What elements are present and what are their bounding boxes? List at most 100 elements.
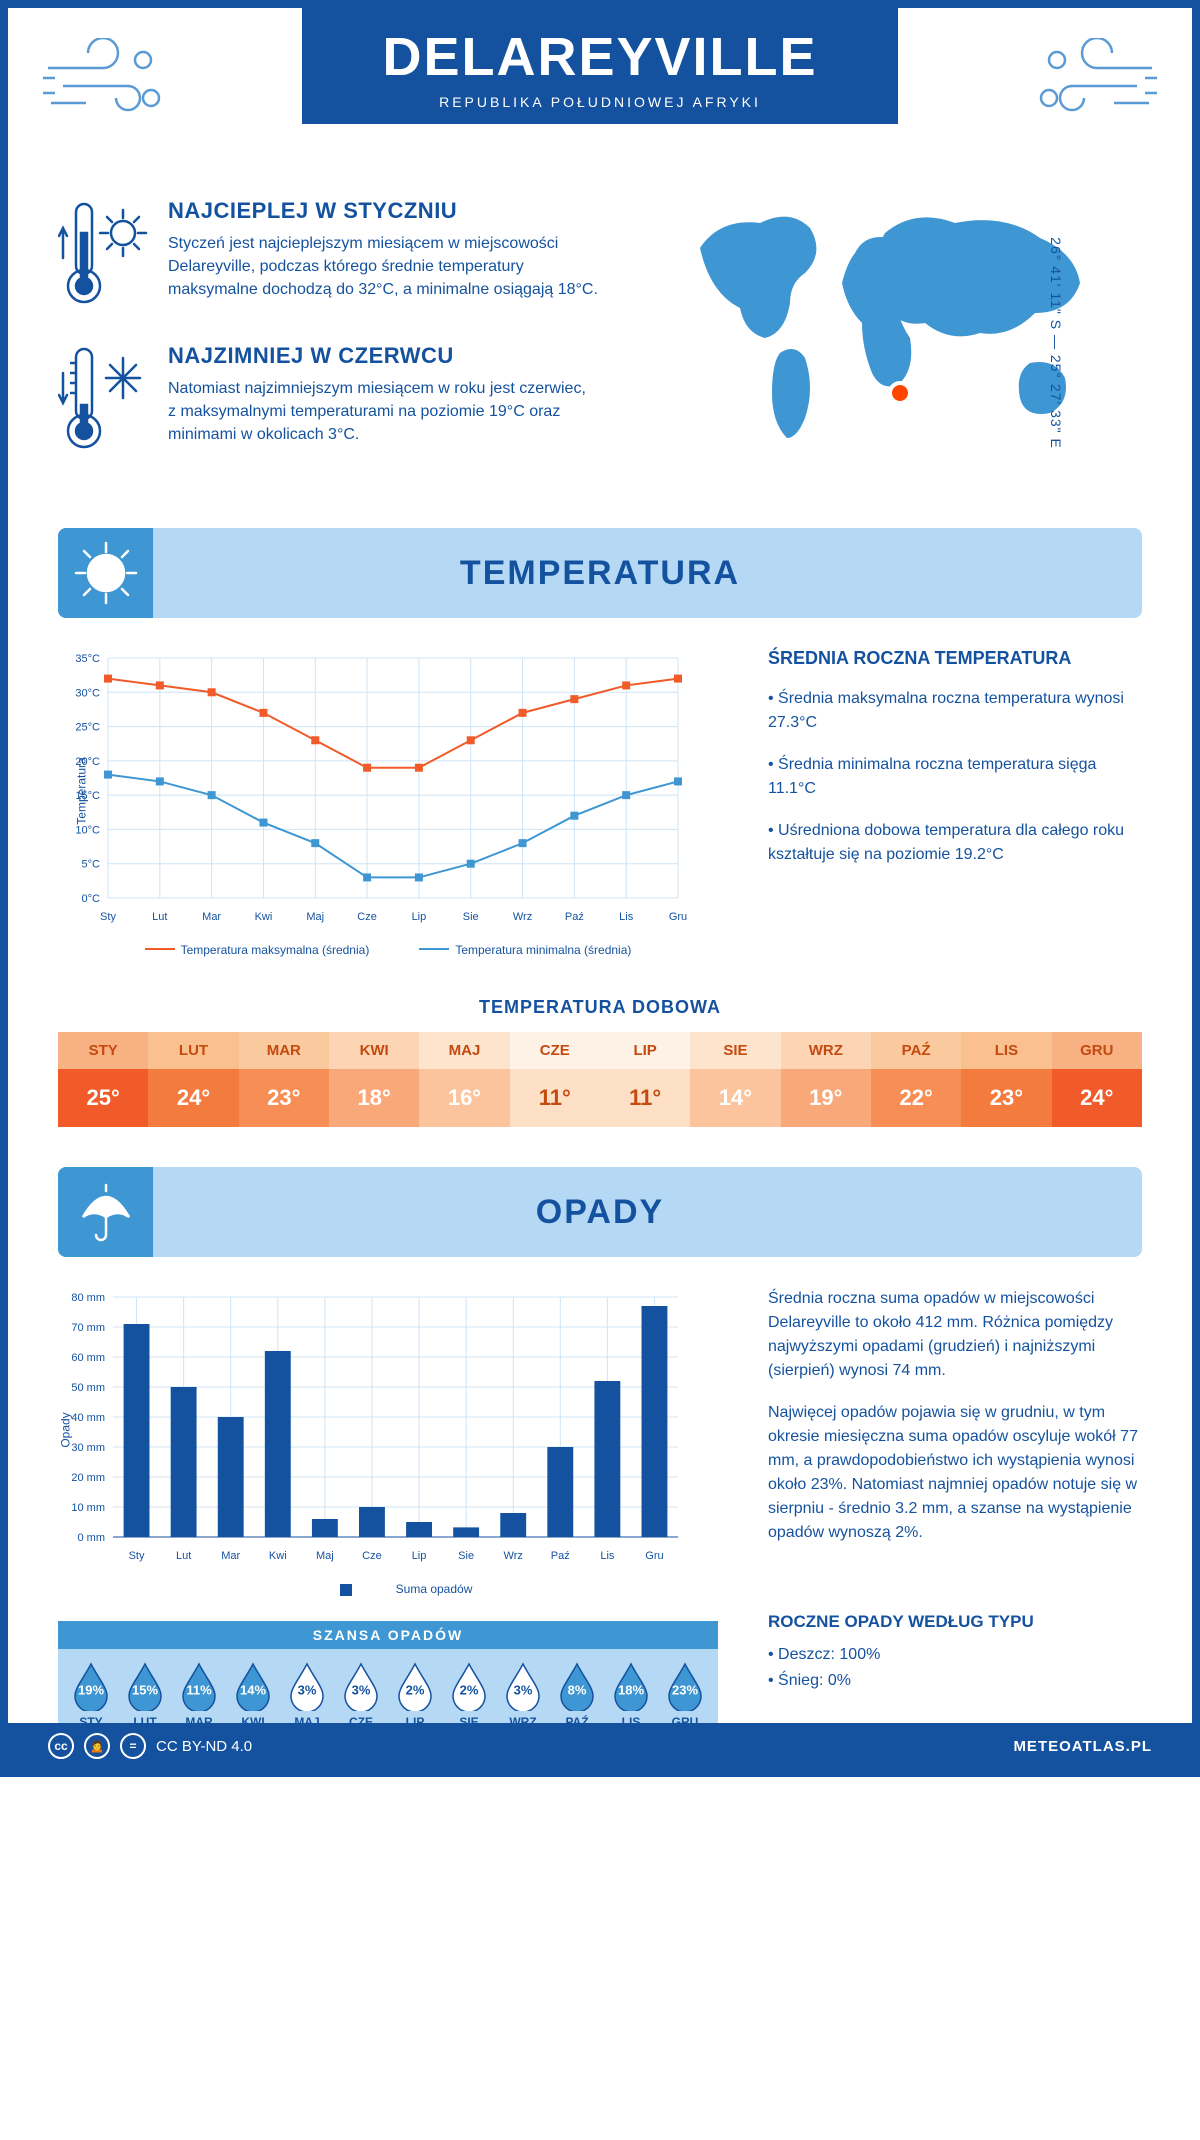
svg-text:20 mm: 20 mm: [71, 1472, 105, 1484]
chance-cell: 19% STY: [64, 1661, 118, 1729]
hot-fact-text: Styczeń jest najcieplejszym miesiącem w …: [168, 232, 598, 302]
wind-icon: [43, 38, 173, 133]
temp-summary-p3: • Uśredniona dobowa temperatura dla całe…: [768, 819, 1142, 867]
svg-text:Gru: Gru: [645, 1550, 663, 1562]
cold-fact-text: Natomiast najzimniejszym miesiącem w rok…: [168, 377, 598, 447]
hot-fact: NAJCIEPLEJ W STYCZNIU Styczeń jest najci…: [58, 198, 598, 313]
daily-cell: LIP11°: [600, 1032, 690, 1127]
nd-icon: =: [120, 1733, 146, 1759]
chance-cell: 3% MAJ: [280, 1661, 334, 1729]
page-title: DELAREYVILLE: [382, 26, 817, 88]
svg-text:Lut: Lut: [152, 911, 167, 923]
svg-text:Paź: Paź: [551, 1550, 570, 1562]
svg-text:Lip: Lip: [412, 911, 427, 923]
rain-p1: Średnia roczna suma opadów w miejscowośc…: [768, 1287, 1142, 1383]
svg-text:Kwi: Kwi: [255, 911, 273, 923]
svg-text:0°C: 0°C: [82, 893, 101, 905]
coordinates: 26° 41' 11" S — 25° 27' 33" E: [1048, 237, 1064, 449]
svg-text:70 mm: 70 mm: [71, 1322, 105, 1334]
svg-text:50 mm: 50 mm: [71, 1382, 105, 1394]
svg-text:0 mm: 0 mm: [78, 1532, 106, 1544]
svg-text:Sty: Sty: [100, 911, 116, 923]
svg-text:Sie: Sie: [458, 1550, 474, 1562]
chance-cell: 8% PAŹ: [550, 1661, 604, 1729]
daily-cell: STY25°: [58, 1032, 148, 1127]
legend-max: Temperatura maksymalna (średnia): [145, 943, 370, 957]
thermometer-cold-icon: [58, 343, 148, 458]
svg-text:10 mm: 10 mm: [71, 1502, 105, 1514]
thermometer-hot-icon: [58, 198, 148, 313]
svg-text:Sie: Sie: [463, 911, 479, 923]
temperature-heading: TEMPERATURA: [460, 554, 740, 593]
temperature-section-banner: TEMPERATURA: [58, 528, 1142, 618]
legend-min: Temperatura minimalna (średnia): [419, 943, 631, 957]
chance-cell: 2% LIP: [388, 1661, 442, 1729]
svg-text:35°C: 35°C: [75, 653, 100, 665]
svg-text:30 mm: 30 mm: [71, 1442, 105, 1454]
drop-icon: 3%: [287, 1661, 327, 1711]
svg-text:60 mm: 60 mm: [71, 1352, 105, 1364]
daily-cell: KWI18°: [329, 1032, 419, 1127]
cc-icon: cc: [48, 1733, 74, 1759]
svg-text:Maj: Maj: [306, 911, 324, 923]
daily-cell: MAJ16°: [419, 1032, 509, 1127]
by-icon: 🙍: [84, 1733, 110, 1759]
drop-icon: 18%: [611, 1661, 651, 1711]
rain-legend: Suma opadów: [58, 1582, 718, 1596]
temp-summary-p2: • Średnia minimalna roczna temperatura s…: [768, 753, 1142, 801]
license: cc 🙍 = CC BY-ND 4.0: [48, 1733, 252, 1759]
daily-cell: MAR23°: [239, 1032, 329, 1127]
drop-icon: 2%: [395, 1661, 435, 1711]
drop-icon: 2%: [449, 1661, 489, 1711]
rain-type-p2: • Śnieg: 0%: [768, 1668, 1142, 1694]
cold-fact-title: NAJZIMNIEJ W CZERWCU: [168, 343, 598, 369]
daily-cell: LUT24°: [148, 1032, 238, 1127]
header: DELAREYVILLE REPUBLIKA POŁUDNIOWEJ AFRYK…: [8, 8, 1192, 178]
temp-summary: ŚREDNIA ROCZNA TEMPERATURA • Średnia mak…: [768, 648, 1142, 957]
svg-text:25°C: 25°C: [75, 722, 100, 734]
daily-cell: LIS23°: [961, 1032, 1051, 1127]
daily-cell: WRZ19°: [781, 1032, 871, 1127]
wind-icon: [1027, 38, 1157, 133]
chance-cell: 11% MAR: [172, 1661, 226, 1729]
rain-type-p1: • Deszcz: 100%: [768, 1642, 1142, 1668]
drop-icon: 19%: [71, 1661, 111, 1711]
drop-icon: 15%: [125, 1661, 165, 1711]
svg-text:Wrz: Wrz: [504, 1550, 523, 1562]
daily-temp-table: STY25°LUT24°MAR23°KWI18°MAJ16°CZE11°LIP1…: [58, 1032, 1142, 1127]
svg-text:80 mm: 80 mm: [71, 1292, 105, 1304]
svg-text:10°C: 10°C: [75, 824, 100, 836]
drop-icon: 23%: [665, 1661, 705, 1711]
svg-text:Lis: Lis: [619, 911, 634, 923]
drop-icon: 14%: [233, 1661, 273, 1711]
temperature-line-chart: Temperatura 0°C5°C10°C15°C20°C25°C30°C35…: [58, 648, 718, 933]
svg-text:30°C: 30°C: [75, 687, 100, 699]
daily-cell: CZE11°: [510, 1032, 600, 1127]
svg-text:Gru: Gru: [669, 911, 687, 923]
temp-summary-title: ŚREDNIA ROCZNA TEMPERATURA: [768, 648, 1142, 669]
svg-text:Kwi: Kwi: [269, 1550, 287, 1562]
temp-legend: Temperatura maksymalna (średnia) Tempera…: [58, 943, 718, 957]
svg-text:Lip: Lip: [412, 1550, 427, 1562]
svg-text:Lis: Lis: [600, 1550, 615, 1562]
umbrella-icon: [58, 1167, 153, 1257]
license-text: CC BY-ND 4.0: [156, 1738, 252, 1755]
rain-ylabel: Opady: [59, 1412, 73, 1447]
footer: cc 🙍 = CC BY-ND 4.0 METEOATLAS.PL: [8, 1723, 1192, 1769]
drop-icon: 3%: [341, 1661, 381, 1711]
svg-text:Cze: Cze: [362, 1550, 382, 1562]
drop-icon: 3%: [503, 1661, 543, 1711]
svg-text:Wrz: Wrz: [513, 911, 532, 923]
daily-cell: GRU24°: [1052, 1032, 1142, 1127]
cold-fact: NAJZIMNIEJ W CZERWCU Natomiast najzimnie…: [58, 343, 598, 458]
rain-summary: Średnia roczna suma opadów w miejscowośc…: [768, 1287, 1142, 1596]
title-banner: DELAREYVILLE REPUBLIKA POŁUDNIOWEJ AFRYK…: [302, 8, 897, 124]
svg-text:40 mm: 40 mm: [71, 1412, 105, 1424]
svg-text:Lut: Lut: [176, 1550, 191, 1562]
drop-icon: 11%: [179, 1661, 219, 1711]
daily-temp-title: TEMPERATURA DOBOWA: [8, 997, 1192, 1018]
svg-text:5°C: 5°C: [82, 859, 101, 871]
rain-type-title: ROCZNE OPADY WEDŁUG TYPU: [768, 1612, 1142, 1632]
svg-text:Sty: Sty: [129, 1550, 145, 1562]
svg-text:Mar: Mar: [221, 1550, 240, 1562]
